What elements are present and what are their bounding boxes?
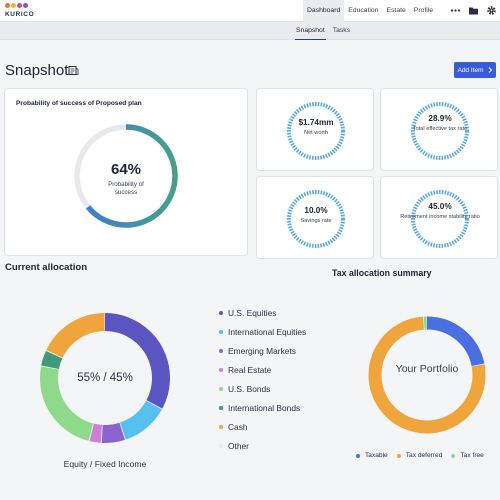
legend-label: International Equities [228, 327, 307, 337]
legend-label: Cash [228, 422, 248, 432]
page-title: Snapshot [5, 62, 69, 79]
allocation-segment[interactable] [40, 313, 170, 443]
tax-center-label: Your Portfolio [395, 363, 459, 375]
folder-icon[interactable] [468, 5, 479, 16]
legend-dot [219, 444, 223, 448]
metric-value: 45.0% [428, 202, 452, 211]
legend-label: Emerging Markets [228, 346, 296, 356]
tax-legend: Taxable Tax deferred Tax free [356, 452, 484, 459]
metric-label: Total effective tax rate [412, 126, 468, 132]
logo-dot [23, 3, 28, 8]
legend-item-emerging-markets[interactable]: Emerging Markets [219, 345, 296, 357]
allocation-caption: Equity / Fixed Income [63, 459, 147, 469]
legend-dot [219, 406, 223, 410]
logo-dot [11, 3, 16, 8]
nav-education[interactable]: Education [348, 7, 379, 14]
legend-item-real-estate[interactable]: Real Estate [219, 364, 271, 376]
tax-allocation-title: Tax allocation summary [332, 268, 432, 278]
more-icon[interactable] [450, 5, 461, 16]
sub-nav-bar: Snapshot Tasks [0, 22, 500, 40]
legend-item-us-equities[interactable]: U.S. Equities [219, 307, 276, 319]
metric-card-savings-rate[interactable]: 10.0% Savings rate [256, 176, 374, 259]
legend-label: Tax deferred [405, 452, 443, 459]
logo-dot [17, 3, 22, 8]
legend-label: Real Estate [228, 365, 272, 375]
legend-label: Taxable [365, 452, 388, 459]
plan-success-label: Probability of success [108, 181, 144, 196]
allocation-segment[interactable] [40, 313, 170, 443]
current-allocation-title: Current allocation [5, 262, 88, 273]
legend-item-other[interactable]: Other [219, 440, 249, 452]
tax-segment[interactable] [368, 316, 486, 434]
legend-item-cash[interactable]: Cash [219, 421, 248, 433]
allocation-ratio: 55% / 45% [77, 372, 133, 384]
nav-dashboard[interactable]: Dashboard [303, 0, 345, 22]
metric-ring [287, 102, 345, 160]
allocation-segment[interactable] [40, 313, 170, 443]
tax-legend-taxable[interactable]: Taxable [356, 452, 388, 459]
legend-label: Tax free [460, 452, 484, 459]
legend-dot [219, 349, 223, 353]
plan-success-gauge [74, 124, 178, 228]
legend-dot [219, 311, 223, 315]
metric-label: Net worth [304, 130, 328, 136]
top-icons [450, 5, 497, 16]
legend-label: U.S. Bonds [228, 384, 271, 394]
legend-item-intl-bonds[interactable]: International Bonds [219, 402, 300, 414]
kurico-logo[interactable]: KURICO [5, 3, 45, 20]
legend-dot [219, 330, 223, 334]
plan-success-value: 64% [110, 161, 142, 178]
top-bar: KURICO Dashboard Education Estate Profil… [0, 0, 500, 22]
legend-dot [396, 453, 401, 458]
tax-segment[interactable] [368, 316, 486, 434]
metric-ring [411, 102, 469, 160]
gear-icon[interactable] [486, 5, 497, 16]
metric-label: Savings rate [300, 218, 332, 224]
add-item-label: Add Item [457, 66, 484, 74]
metric-value: $1.74mm [298, 118, 334, 127]
metric-value: 10.0% [304, 206, 328, 215]
sub-nav: Snapshot Tasks [295, 22, 351, 40]
legend-dot [219, 387, 223, 391]
report-icon[interactable] [68, 65, 79, 76]
legend-item-us-bonds[interactable]: U.S. Bonds [219, 383, 270, 395]
legend-label: U.S. Equities [228, 308, 277, 318]
logo-dot [5, 3, 10, 8]
logo-dots [5, 3, 35, 9]
tab-snapshot[interactable]: Snapshot [295, 22, 326, 40]
metric-value: 28.9% [428, 114, 452, 123]
legend-dot [451, 453, 456, 458]
nav-profile[interactable]: Profile [413, 7, 434, 14]
metric-card-net-worth[interactable]: $1.74mm Net worth [256, 88, 374, 171]
logo-text: KURICO [5, 11, 35, 18]
tax-legend-tax-deferred[interactable]: Tax deferred [396, 452, 443, 459]
legend-dot [219, 425, 223, 429]
chevron-right-icon [488, 67, 492, 73]
metric-card-tax-rate[interactable]: 28.9% Total effective tax rate [380, 88, 498, 171]
nav-estate[interactable]: Estate [386, 7, 406, 14]
legend-dot [219, 368, 223, 372]
metric-card-retirement-stability[interactable]: 45.0% Retirement income stability ratio [380, 176, 498, 259]
legend-label: International Bonds [228, 403, 301, 413]
legend-item-intl-equities[interactable]: International Equities [219, 326, 306, 338]
plan-success-card[interactable]: Probability of success of Proposed plan … [4, 88, 248, 256]
main-nav: Dashboard Education Estate Profile [303, 0, 437, 22]
add-item-button[interactable]: Add Item [454, 62, 496, 78]
tax-legend-tax-free[interactable]: Tax free [451, 452, 484, 459]
metric-label: Retirement income stability ratio [400, 214, 480, 220]
metric-ring [287, 190, 345, 248]
tax-allocation-donut[interactable] [367, 315, 487, 435]
plan-card-title: Probability of success of Proposed plan [16, 100, 142, 107]
legend-dot [356, 453, 360, 458]
legend-label: Other [228, 441, 249, 451]
current-allocation-donut[interactable] [38, 311, 172, 445]
metric-ring [411, 190, 469, 248]
tab-tasks[interactable]: Tasks [332, 27, 351, 34]
